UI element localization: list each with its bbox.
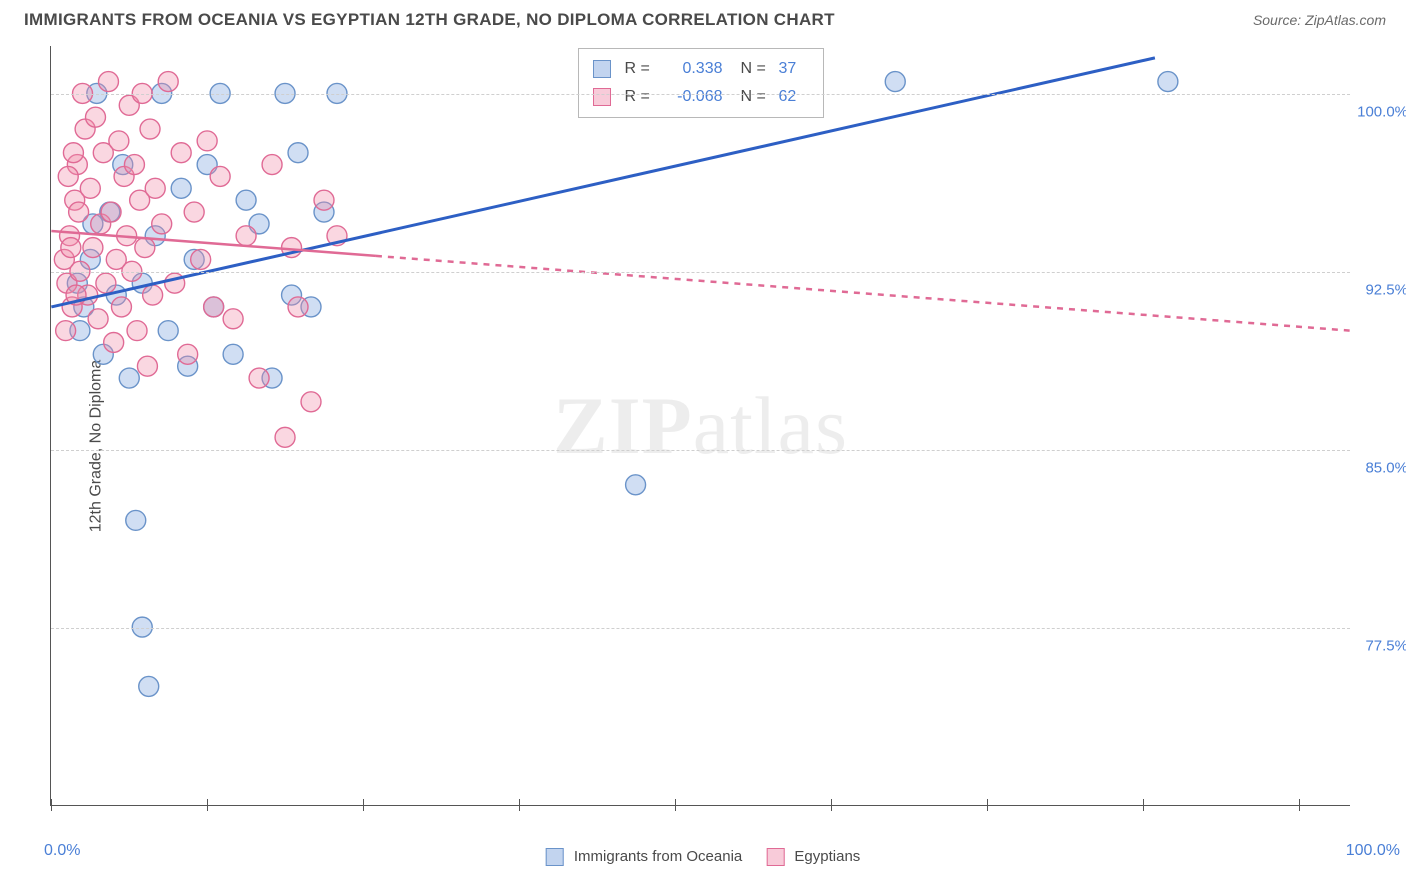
title-bar: IMMIGRANTS FROM OCEANIA VS EGYPTIAN 12TH… <box>0 0 1406 36</box>
x-axis-max-label: 100.0% <box>1346 842 1400 860</box>
legend-r-label: R = <box>625 83 655 111</box>
legend-n-value-0: 37 <box>779 55 809 83</box>
legend-r-label: R = <box>625 55 655 83</box>
x-tick <box>1143 799 1144 811</box>
legend-swatch-0 <box>593 60 611 78</box>
legend-n-value-1: 62 <box>779 83 809 111</box>
y-tick-label: 100.0% <box>1354 103 1406 120</box>
gridline-h <box>51 628 1350 629</box>
legend-row-series-1: R = -0.068 N = 62 <box>593 83 809 111</box>
x-tick <box>675 799 676 811</box>
correlation-legend: R = 0.338 N = 37 R = -0.068 N = 62 <box>578 48 824 118</box>
legend-r-value-0: 0.338 <box>663 55 723 83</box>
regression-layer <box>51 46 1350 805</box>
legend-item-0: Immigrants from Oceania <box>546 848 743 866</box>
legend-label-0: Immigrants from Oceania <box>574 848 742 865</box>
legend-swatch-1 <box>593 88 611 106</box>
x-axis-min-label: 0.0% <box>44 842 80 860</box>
source-label: Source: ZipAtlas.com <box>1253 12 1386 28</box>
legend-item-1: Egyptians <box>766 848 860 866</box>
chart-title: IMMIGRANTS FROM OCEANIA VS EGYPTIAN 12TH… <box>24 10 835 30</box>
x-tick <box>831 799 832 811</box>
gridline-h <box>51 94 1350 95</box>
legend-r-value-1: -0.068 <box>663 83 723 111</box>
x-tick <box>1299 799 1300 811</box>
legend-n-label: N = <box>741 55 771 83</box>
x-tick <box>363 799 364 811</box>
legend-n-label: N = <box>741 83 771 111</box>
legend-swatch-1 <box>766 848 784 866</box>
x-tick <box>51 799 52 811</box>
series-legend: Immigrants from Oceania Egyptians <box>546 848 861 866</box>
legend-row-series-0: R = 0.338 N = 37 <box>593 55 809 83</box>
gridline-h <box>51 272 1350 273</box>
y-tick-label: 77.5% <box>1354 637 1406 654</box>
y-tick-label: 85.0% <box>1354 459 1406 476</box>
legend-label-1: Egyptians <box>794 848 860 865</box>
x-tick <box>987 799 988 811</box>
plot-area: ZIPatlas R = 0.338 N = 37 R = -0.068 N =… <box>50 46 1350 806</box>
x-tick <box>207 799 208 811</box>
y-tick-label: 92.5% <box>1354 281 1406 298</box>
legend-swatch-0 <box>546 848 564 866</box>
gridline-h <box>51 450 1350 451</box>
x-tick <box>519 799 520 811</box>
